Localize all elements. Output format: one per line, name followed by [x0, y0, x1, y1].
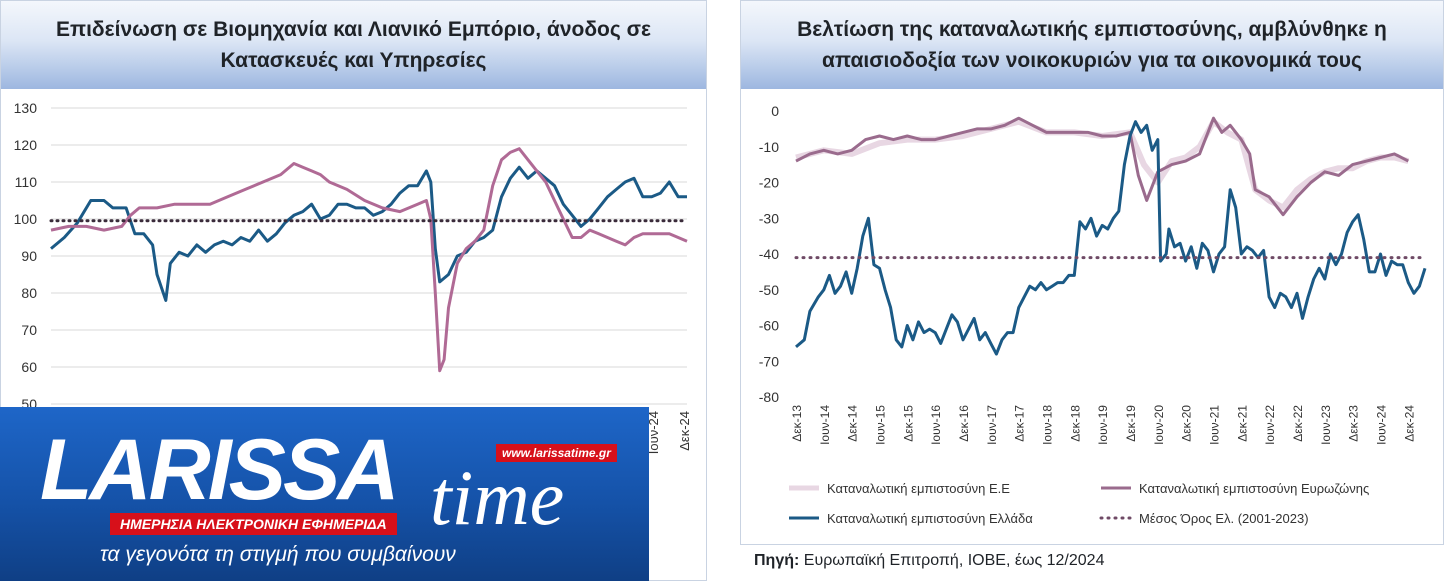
- left-y-tick-label: 110: [15, 174, 38, 190]
- right-x-tick-label: Δεκ-18: [1068, 405, 1082, 442]
- left-y-tick-label: 60: [21, 359, 37, 375]
- right-x-tick-label: Δεκ-15: [901, 405, 915, 442]
- logo-slogan: τα γεγονότα τη στιγμή που συμβαίνουν: [100, 543, 456, 566]
- left-y-tick-label: 90: [21, 248, 37, 264]
- right-x-tick-label: Ιουν-20: [1152, 405, 1166, 445]
- legend-label: Καταναλωτική εμπιστοσύνη Ε.Ε: [827, 481, 1010, 496]
- left-x-tick-label: Ιουν-24: [646, 411, 661, 454]
- right-y-tick-label: 0: [771, 103, 779, 119]
- right-x-tick-label: Ιουν-21: [1207, 405, 1221, 445]
- left-y-tick-label: 100: [14, 211, 38, 227]
- left-chart-title: Επιδείνωση σε Βιομηχανία και Λιανικό Εμπ…: [56, 18, 651, 72]
- legend-label: Μέσος Όρος Ελ. (2001-2023): [1139, 511, 1309, 526]
- larissatime-logo-banner[interactable]: LARISSA time www.larissatime.gr ΗΜΕΡΗΣΙΑ…: [0, 407, 649, 581]
- right-y-tick-label: -80: [759, 389, 779, 405]
- right-x-tick-label: Δεκ-24: [1402, 405, 1416, 442]
- right-x-tick-label: Ιουν-14: [818, 405, 832, 445]
- right-chart-panel: Βελτίωση της καταναλωτικής εμπιστοσύνης,…: [740, 0, 1444, 545]
- left-y-tick-label: 70: [21, 322, 37, 338]
- source-note: Πηγή: Ευρωπαϊκή Επιτροπή, ΙΟΒΕ, έως 12/2…: [754, 552, 1104, 570]
- left-y-tick-label: 130: [14, 100, 38, 116]
- right-x-tick-label: Δεκ-13: [790, 405, 804, 442]
- right-x-tick-label: Ιουν-23: [1319, 405, 1333, 445]
- right-x-tick-label: Ιουν-18: [1040, 405, 1054, 445]
- left-y-tick-label: 120: [14, 137, 38, 153]
- right-y-tick-label: -70: [759, 353, 779, 369]
- logo-brand-time: time: [430, 454, 565, 541]
- right-series-line-1: [795, 116, 1409, 217]
- right-x-tick-label: Ιουν-16: [929, 405, 943, 445]
- logo-brand-main: LARISSA: [40, 422, 399, 518]
- right-chart-plot: 0 -10 -20 -30 -40 -50 -60 -70 -80 Δεκ-13 Ιουν-14 Δε…: [759, 103, 1427, 526]
- logo-url[interactable]: www.larissatime.gr: [496, 444, 617, 462]
- source-prefix: Πηγή:: [754, 552, 800, 569]
- right-x-tick-label: Ιουν-19: [1096, 405, 1110, 445]
- right-x-tick-label: Ιουν-22: [1263, 405, 1277, 445]
- right-x-tick-label: Δεκ-17: [1013, 405, 1027, 442]
- right-x-tick-label: Δεκ-14: [846, 405, 860, 442]
- left-x-tick-label: Δεκ-24: [677, 411, 692, 451]
- right-y-tick-label: -50: [759, 282, 779, 298]
- right-x-tick-label: Δεκ-21: [1235, 405, 1249, 442]
- left-chart-title-band: Επιδείνωση σε Βιομηχανία και Λιανικό Εμπ…: [1, 1, 706, 89]
- right-x-tick-label: Δεκ-22: [1291, 405, 1305, 442]
- right-y-tick-label: -60: [759, 318, 779, 334]
- left-series-line-1: [50, 147, 688, 373]
- right-x-tick-label: Ιουν-15: [873, 405, 887, 445]
- right-x-tick-label: Δεκ-19: [1124, 405, 1138, 442]
- right-x-tick-label: Δεκ-20: [1180, 405, 1194, 442]
- right-y-tick-label: -30: [759, 210, 779, 226]
- right-series-line-2: [795, 120, 1427, 356]
- left-y-tick-label: 80: [21, 285, 37, 301]
- right-y-tick-label: -40: [759, 246, 779, 262]
- right-x-tick-label: Δεκ-16: [957, 405, 971, 442]
- right-chart-title: Βελτίωση της καταναλωτικής εμπιστοσύνης,…: [797, 18, 1387, 72]
- right-x-tick-label: Δεκ-23: [1347, 405, 1361, 442]
- logo-tagline: ΗΜΕΡΗΣΙΑ ΗΛΕΚΤΡΟΝΙΚΗ ΕΦΗΜΕΡΙΔΑ: [110, 513, 397, 535]
- legend-label: Καταναλωτική εμπιστοσύνη Ελλάδα: [827, 511, 1033, 526]
- right-x-tick-label: Ιουν-17: [985, 405, 999, 445]
- legend-label: Καταναλωτική εμπιστοσύνη Ευρωζώνης: [1139, 481, 1369, 496]
- left-series-line-0: [50, 165, 687, 302]
- right-y-tick-label: -10: [759, 139, 779, 155]
- right-y-tick-label: -20: [759, 175, 779, 191]
- right-x-tick-label: Ιουν-24: [1374, 405, 1388, 445]
- source-text: Ευρωπαϊκή Επιτροπή, ΙΟΒΕ, έως 12/2024: [803, 552, 1105, 569]
- right-chart-title-band: Βελτίωση της καταναλωτικής εμπιστοσύνης,…: [741, 1, 1443, 89]
